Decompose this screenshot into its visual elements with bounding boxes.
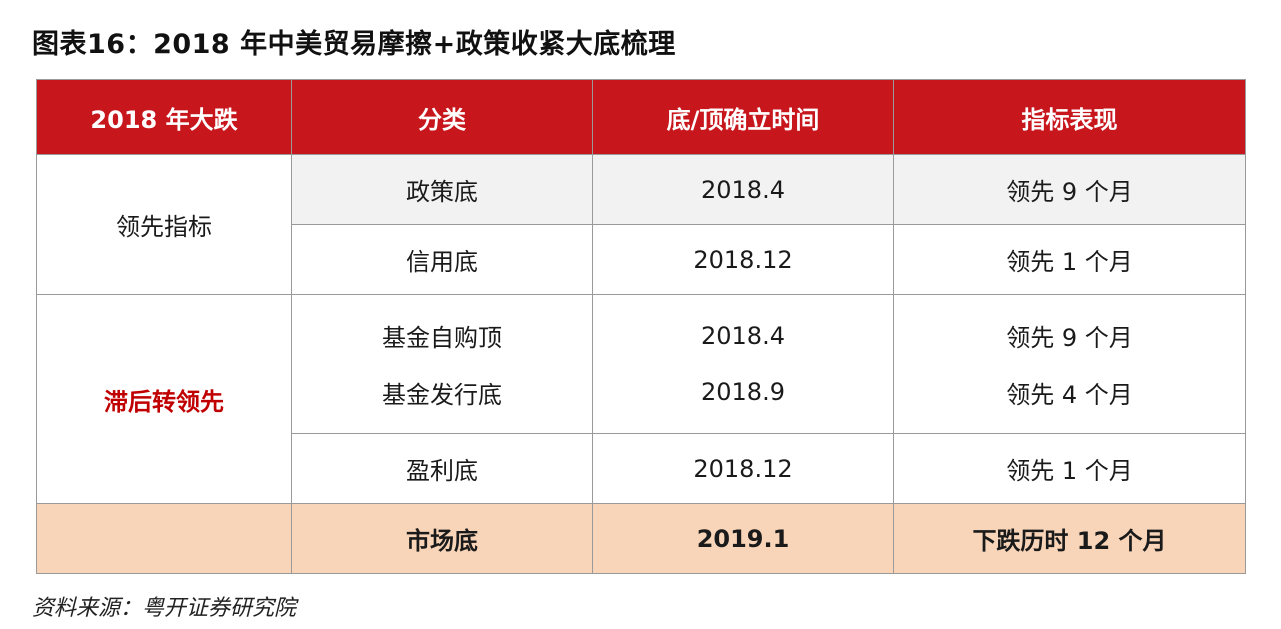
performance-text: 领先 9 个月 <box>1006 323 1133 352</box>
table-header-row: 2018 年大跌 分类 底/顶确立时间 指标表现 <box>36 79 1246 155</box>
group-label-leading: 领先指标 <box>36 154 292 295</box>
category-cell: 信用底 <box>291 224 593 295</box>
time-cell: 2018.4 2018.9 <box>592 294 894 434</box>
performance-cell: 领先 1 个月 <box>893 433 1246 504</box>
category-cell: 盈利底 <box>291 433 593 504</box>
table-row: 信用底 2018.12 领先 1 个月 <box>37 224 1246 295</box>
market-bottom-row: 市场底 2019.1 下跌历时 12 个月 <box>36 503 1246 574</box>
category-text: 基金发行底 <box>382 381 502 410</box>
bottom-row-time: 2019.1 <box>592 503 894 574</box>
performance-cell: 领先 9 个月 领先 4 个月 <box>893 294 1246 434</box>
bottom-row-label <box>36 503 292 574</box>
group-label-lagging-to-leading: 滞后转领先 <box>36 294 292 504</box>
performance-text: 领先 4 个月 <box>1006 381 1133 410</box>
time-cell: 2018.12 <box>592 224 894 295</box>
column-header-time: 底/顶确立时间 <box>592 79 894 155</box>
table-row: 领先指标 政策底 2018.4 领先 9 个月 <box>36 154 1246 295</box>
column-header-performance: 指标表现 <box>893 79 1246 155</box>
column-header-category: 分类 <box>291 79 593 155</box>
time-cell: 2018.4 <box>592 154 894 225</box>
time-cell: 2018.12 <box>592 433 894 504</box>
bottom-row-category: 市场底 <box>291 503 593 574</box>
performance-cell: 领先 1 个月 <box>893 224 1246 295</box>
category-text: 基金自购顶 <box>382 323 502 352</box>
performance-cell: 领先 9 个月 <box>893 154 1246 225</box>
source-note: 资料来源：粤开证券研究院 <box>32 596 297 621</box>
category-cell: 基金自购顶 基金发行底 <box>291 294 593 434</box>
table-row: 滞后转领先 基金自购顶 基金发行底 2018.4 2018.9 领先 9 个月 … <box>36 294 1246 504</box>
time-text: 2018.4 <box>701 322 785 351</box>
column-header-decline: 2018 年大跌 <box>36 79 292 155</box>
category-cell: 政策底 <box>291 154 593 225</box>
time-text: 2018.9 <box>701 377 785 406</box>
figure-title: 图表16：2018 年中美贸易摩擦+政策收紧大底梳理 <box>32 29 676 60</box>
bottom-summary-table: 2018 年大跌 分类 底/顶确立时间 指标表现 领先指标 政策底 2018.4… <box>36 79 1246 574</box>
bottom-row-performance: 下跌历时 12 个月 <box>893 503 1246 574</box>
